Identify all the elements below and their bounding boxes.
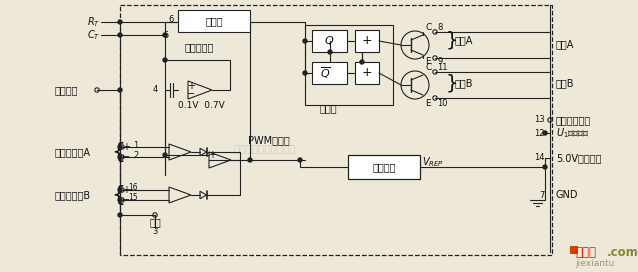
Text: 输出方式控制: 输出方式控制 <box>556 115 591 125</box>
Bar <box>120 5 552 255</box>
Text: 5: 5 <box>163 30 168 39</box>
Text: C: C <box>425 23 431 32</box>
Circle shape <box>303 39 307 43</box>
Circle shape <box>118 20 122 24</box>
Text: 输出A: 输出A <box>556 39 574 49</box>
Circle shape <box>118 213 122 217</box>
Text: }: } <box>446 73 458 92</box>
Text: 杭州新蓝科技有限公司: 杭州新蓝科技有限公司 <box>234 143 296 153</box>
Bar <box>312 62 347 84</box>
Text: 15: 15 <box>128 193 138 202</box>
Bar <box>305 25 393 105</box>
Circle shape <box>118 198 122 202</box>
Bar <box>348 155 420 179</box>
Text: E: E <box>425 98 431 107</box>
Text: −: − <box>187 89 195 99</box>
Circle shape <box>118 88 122 92</box>
Text: 9: 9 <box>437 57 442 66</box>
Text: 2: 2 <box>133 150 138 159</box>
Text: +: + <box>362 66 373 79</box>
Circle shape <box>163 153 167 157</box>
Text: 16: 16 <box>128 184 138 193</box>
Text: +: + <box>187 81 195 91</box>
Text: 输出B: 输出B <box>556 78 574 88</box>
Text: +: + <box>362 35 373 48</box>
Bar <box>355 30 379 52</box>
Bar <box>355 62 379 84</box>
Text: C: C <box>425 63 431 72</box>
Text: .com: .com <box>607 246 638 258</box>
Text: 11: 11 <box>437 63 447 72</box>
Text: 4: 4 <box>152 85 158 94</box>
Text: 0.1V  0.7V: 0.1V 0.7V <box>178 100 225 110</box>
Text: jiexiantu: jiexiantu <box>575 258 614 267</box>
Text: 8: 8 <box>437 23 442 32</box>
Text: 输出A: 输出A <box>455 35 473 45</box>
Text: 基准电源: 基准电源 <box>372 162 396 172</box>
Circle shape <box>118 145 122 149</box>
Text: 10: 10 <box>437 98 447 107</box>
Bar <box>178 10 250 32</box>
Text: GND: GND <box>556 190 579 200</box>
Text: 补偿: 补偿 <box>149 217 161 227</box>
Text: $C_T$: $C_T$ <box>87 28 100 42</box>
Text: Q: Q <box>325 36 334 46</box>
Text: $U_1$电源输入: $U_1$电源输入 <box>556 126 590 140</box>
Text: 7: 7 <box>540 190 545 199</box>
Circle shape <box>163 58 167 62</box>
Text: $\overline{Q}$: $\overline{Q}$ <box>320 65 330 81</box>
Text: PWM比较器: PWM比较器 <box>248 135 290 145</box>
Text: +: + <box>122 142 130 152</box>
Text: 14: 14 <box>535 153 545 162</box>
Text: {: { <box>111 185 125 205</box>
Circle shape <box>248 158 252 162</box>
Text: 6: 6 <box>168 16 174 24</box>
Circle shape <box>163 33 167 37</box>
Text: 5.0V基准电压: 5.0V基准电压 <box>556 153 602 163</box>
Text: 接线图: 接线图 <box>575 246 596 258</box>
Text: 误差放大器B: 误差放大器B <box>55 190 91 200</box>
Text: 误差放大器A: 误差放大器A <box>55 147 91 157</box>
Text: 死区比较器: 死区比较器 <box>185 42 214 52</box>
Text: +: + <box>208 150 216 160</box>
Text: }: } <box>446 30 458 50</box>
Circle shape <box>118 155 122 159</box>
Circle shape <box>303 71 307 75</box>
Text: −: − <box>122 152 130 162</box>
Text: 3: 3 <box>152 227 158 236</box>
Text: 12: 12 <box>535 128 545 138</box>
Circle shape <box>543 165 547 169</box>
Text: $V_{REP}$: $V_{REP}$ <box>422 155 444 169</box>
Text: 输出B: 输出B <box>455 78 473 88</box>
Text: 13: 13 <box>535 116 545 125</box>
Circle shape <box>298 158 302 162</box>
Text: +: + <box>122 185 130 195</box>
Circle shape <box>118 188 122 192</box>
Text: −: − <box>122 195 130 205</box>
Bar <box>570 246 578 254</box>
Bar <box>312 30 347 52</box>
Text: 振荡器: 振荡器 <box>205 16 223 26</box>
Circle shape <box>118 33 122 37</box>
Text: 触发器: 触发器 <box>320 103 338 113</box>
Circle shape <box>543 131 547 135</box>
Text: E: E <box>425 57 431 66</box>
Text: {: { <box>111 142 125 162</box>
Circle shape <box>360 60 364 64</box>
Text: 死区控制: 死区控制 <box>55 85 78 95</box>
Text: 1: 1 <box>133 141 138 150</box>
Circle shape <box>328 50 332 54</box>
Text: $R_T$: $R_T$ <box>87 15 100 29</box>
